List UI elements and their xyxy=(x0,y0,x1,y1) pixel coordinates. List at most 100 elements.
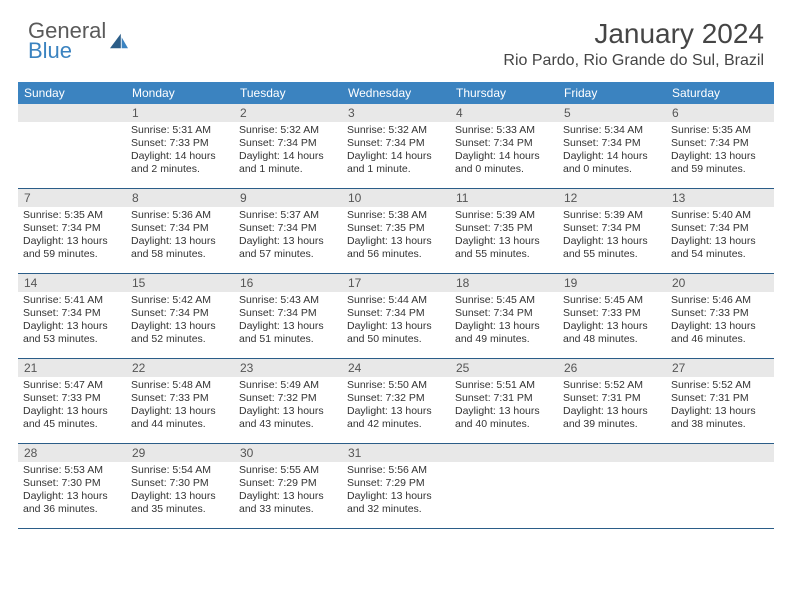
day-content: Sunrise: 5:33 AMSunset: 7:34 PMDaylight:… xyxy=(450,122,558,181)
sunrise-text: Sunrise: 5:39 AM xyxy=(563,209,661,222)
day-number: 5 xyxy=(558,104,666,122)
daylight-text: Daylight: 13 hours and 39 minutes. xyxy=(563,405,661,431)
title-block: January 2024 Rio Pardo, Rio Grande do Su… xyxy=(503,18,764,70)
day-cell: 7Sunrise: 5:35 AMSunset: 7:34 PMDaylight… xyxy=(18,189,126,273)
sunset-text: Sunset: 7:34 PM xyxy=(563,137,661,150)
logo-sail-icon xyxy=(108,32,130,50)
day-cell: 27Sunrise: 5:52 AMSunset: 7:31 PMDayligh… xyxy=(666,359,774,443)
day-number: 12 xyxy=(558,189,666,207)
sunrise-text: Sunrise: 5:32 AM xyxy=(239,124,337,137)
day-number: 11 xyxy=(450,189,558,207)
day-number: 9 xyxy=(234,189,342,207)
day-header: Monday xyxy=(126,82,234,104)
sunrise-text: Sunrise: 5:31 AM xyxy=(131,124,229,137)
weeks-container: 1Sunrise: 5:31 AMSunset: 7:33 PMDaylight… xyxy=(18,104,774,529)
daylight-text: Daylight: 13 hours and 53 minutes. xyxy=(23,320,121,346)
daylight-text: Daylight: 13 hours and 46 minutes. xyxy=(671,320,769,346)
week-row: 14Sunrise: 5:41 AMSunset: 7:34 PMDayligh… xyxy=(18,274,774,359)
week-row: 28Sunrise: 5:53 AMSunset: 7:30 PMDayligh… xyxy=(18,444,774,529)
daylight-text: Daylight: 13 hours and 48 minutes. xyxy=(563,320,661,346)
day-cell: 16Sunrise: 5:43 AMSunset: 7:34 PMDayligh… xyxy=(234,274,342,358)
day-content: Sunrise: 5:41 AMSunset: 7:34 PMDaylight:… xyxy=(18,292,126,351)
day-cell: 5Sunrise: 5:34 AMSunset: 7:34 PMDaylight… xyxy=(558,104,666,188)
day-cell: 21Sunrise: 5:47 AMSunset: 7:33 PMDayligh… xyxy=(18,359,126,443)
sunrise-text: Sunrise: 5:56 AM xyxy=(347,464,445,477)
day-content: Sunrise: 5:46 AMSunset: 7:33 PMDaylight:… xyxy=(666,292,774,351)
sunset-text: Sunset: 7:32 PM xyxy=(347,392,445,405)
day-cell: 2Sunrise: 5:32 AMSunset: 7:34 PMDaylight… xyxy=(234,104,342,188)
sunset-text: Sunset: 7:34 PM xyxy=(455,137,553,150)
day-content: Sunrise: 5:51 AMSunset: 7:31 PMDaylight:… xyxy=(450,377,558,436)
day-content: Sunrise: 5:36 AMSunset: 7:34 PMDaylight:… xyxy=(126,207,234,266)
day-number: 21 xyxy=(18,359,126,377)
daylight-text: Daylight: 13 hours and 50 minutes. xyxy=(347,320,445,346)
day-number: 29 xyxy=(126,444,234,462)
day-number: 7 xyxy=(18,189,126,207)
header: General Blue January 2024 Rio Pardo, Rio… xyxy=(0,0,792,76)
sunset-text: Sunset: 7:35 PM xyxy=(455,222,553,235)
day-content: Sunrise: 5:34 AMSunset: 7:34 PMDaylight:… xyxy=(558,122,666,181)
day-content: Sunrise: 5:48 AMSunset: 7:33 PMDaylight:… xyxy=(126,377,234,436)
day-number: 22 xyxy=(126,359,234,377)
sunrise-text: Sunrise: 5:42 AM xyxy=(131,294,229,307)
sunrise-text: Sunrise: 5:45 AM xyxy=(455,294,553,307)
day-cell: 13Sunrise: 5:40 AMSunset: 7:34 PMDayligh… xyxy=(666,189,774,273)
location: Rio Pardo, Rio Grande do Sul, Brazil xyxy=(503,52,764,70)
day-cell: 26Sunrise: 5:52 AMSunset: 7:31 PMDayligh… xyxy=(558,359,666,443)
sunset-text: Sunset: 7:34 PM xyxy=(455,307,553,320)
day-content: Sunrise: 5:37 AMSunset: 7:34 PMDaylight:… xyxy=(234,207,342,266)
sunset-text: Sunset: 7:34 PM xyxy=(671,137,769,150)
daylight-text: Daylight: 13 hours and 32 minutes. xyxy=(347,490,445,516)
week-row: 1Sunrise: 5:31 AMSunset: 7:33 PMDaylight… xyxy=(18,104,774,189)
blank-day-bar xyxy=(558,444,666,462)
sunset-text: Sunset: 7:29 PM xyxy=(239,477,337,490)
daylight-text: Daylight: 13 hours and 43 minutes. xyxy=(239,405,337,431)
day-cell: 22Sunrise: 5:48 AMSunset: 7:33 PMDayligh… xyxy=(126,359,234,443)
day-number: 24 xyxy=(342,359,450,377)
daylight-text: Daylight: 13 hours and 44 minutes. xyxy=(131,405,229,431)
sunset-text: Sunset: 7:34 PM xyxy=(671,222,769,235)
day-header: Sunday xyxy=(18,82,126,104)
day-number: 25 xyxy=(450,359,558,377)
sunset-text: Sunset: 7:34 PM xyxy=(563,222,661,235)
day-cell: 31Sunrise: 5:56 AMSunset: 7:29 PMDayligh… xyxy=(342,444,450,528)
daylight-text: Daylight: 14 hours and 0 minutes. xyxy=(455,150,553,176)
month-title: January 2024 xyxy=(503,18,764,50)
day-cell xyxy=(450,444,558,528)
day-number: 17 xyxy=(342,274,450,292)
day-header: Thursday xyxy=(450,82,558,104)
day-cell: 11Sunrise: 5:39 AMSunset: 7:35 PMDayligh… xyxy=(450,189,558,273)
day-cell: 9Sunrise: 5:37 AMSunset: 7:34 PMDaylight… xyxy=(234,189,342,273)
sunrise-text: Sunrise: 5:49 AM xyxy=(239,379,337,392)
sunrise-text: Sunrise: 5:48 AM xyxy=(131,379,229,392)
day-cell: 15Sunrise: 5:42 AMSunset: 7:34 PMDayligh… xyxy=(126,274,234,358)
daylight-text: Daylight: 14 hours and 1 minute. xyxy=(239,150,337,176)
sunrise-text: Sunrise: 5:51 AM xyxy=(455,379,553,392)
day-content: Sunrise: 5:54 AMSunset: 7:30 PMDaylight:… xyxy=(126,462,234,521)
day-number: 27 xyxy=(666,359,774,377)
daylight-text: Daylight: 13 hours and 33 minutes. xyxy=(239,490,337,516)
day-cell xyxy=(18,104,126,188)
sunset-text: Sunset: 7:33 PM xyxy=(671,307,769,320)
sunset-text: Sunset: 7:34 PM xyxy=(131,307,229,320)
sunset-text: Sunset: 7:34 PM xyxy=(347,307,445,320)
sunrise-text: Sunrise: 5:33 AM xyxy=(455,124,553,137)
sunset-text: Sunset: 7:31 PM xyxy=(563,392,661,405)
logo-text-block: General Blue xyxy=(28,18,106,64)
day-content: Sunrise: 5:39 AMSunset: 7:35 PMDaylight:… xyxy=(450,207,558,266)
daylight-text: Daylight: 13 hours and 56 minutes. xyxy=(347,235,445,261)
daylight-text: Daylight: 13 hours and 59 minutes. xyxy=(671,150,769,176)
daylight-text: Daylight: 13 hours and 36 minutes. xyxy=(23,490,121,516)
week-row: 21Sunrise: 5:47 AMSunset: 7:33 PMDayligh… xyxy=(18,359,774,444)
sunset-text: Sunset: 7:34 PM xyxy=(23,307,121,320)
day-content: Sunrise: 5:55 AMSunset: 7:29 PMDaylight:… xyxy=(234,462,342,521)
daylight-text: Daylight: 13 hours and 49 minutes. xyxy=(455,320,553,346)
sunset-text: Sunset: 7:35 PM xyxy=(347,222,445,235)
day-number: 15 xyxy=(126,274,234,292)
daylight-text: Daylight: 13 hours and 35 minutes. xyxy=(131,490,229,516)
daylight-text: Daylight: 13 hours and 54 minutes. xyxy=(671,235,769,261)
day-number: 1 xyxy=(126,104,234,122)
sunrise-text: Sunrise: 5:52 AM xyxy=(563,379,661,392)
day-number: 18 xyxy=(450,274,558,292)
day-content: Sunrise: 5:35 AMSunset: 7:34 PMDaylight:… xyxy=(666,122,774,181)
